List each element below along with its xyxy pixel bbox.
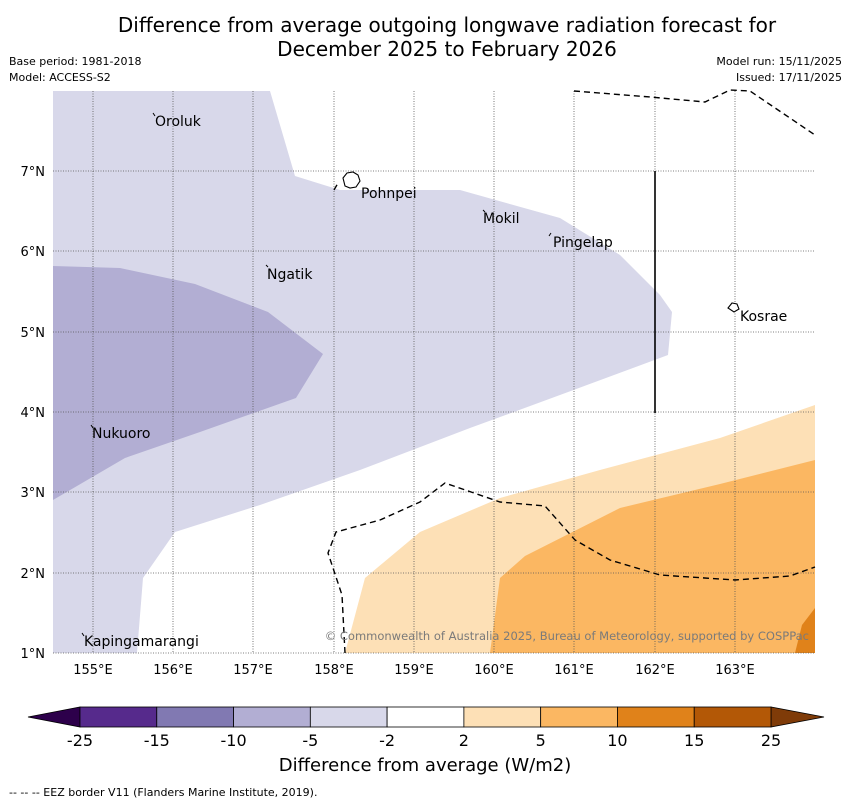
- anomaly-region-dark-orange: [795, 608, 815, 653]
- colorbar-segment: [386, 706, 465, 728]
- chart-title-line2: December 2025 to February 2026: [277, 37, 617, 61]
- base-period: Base period: 1981-2018: [9, 55, 142, 68]
- colorbar-tick-label: 10: [607, 731, 627, 750]
- x-tick-label: 160°E: [474, 663, 514, 678]
- colorbar-tick-label: -2: [379, 731, 395, 750]
- pohnpei-island-shape: [342, 171, 361, 189]
- y-tick-label: 1°N: [21, 647, 46, 662]
- colorbar-segment: [156, 706, 234, 728]
- colorbar: -25 -15 -10 -5 -2 2 5 10 15 25: [27, 706, 825, 750]
- colorbar-title: Difference from average (W/m2): [278, 755, 572, 776]
- x-tick-label: 159°E: [394, 663, 434, 678]
- model-run: Model run: 15/11/2025: [716, 55, 842, 68]
- eez-footnote: -- -- -- EEZ border V11 (Flanders Marine…: [9, 786, 318, 799]
- chart-title: Difference from average outgoing longwav…: [0, 13, 850, 61]
- eez-border-pohnpei: [333, 182, 339, 191]
- copyright-notice: © Commonwealth of Australia 2025, Bureau…: [325, 629, 809, 643]
- x-tick-label: 155°E: [73, 663, 113, 678]
- island-label-pohnpei: Pohnpei: [361, 186, 417, 202]
- y-tick-label: 5°N: [21, 326, 46, 341]
- colorbar-tick-label: 15: [684, 731, 704, 750]
- issued-date: Issued: 17/11/2025: [735, 71, 842, 84]
- island-label-mokil: Mokil: [483, 211, 520, 227]
- colorbar-segment: [79, 706, 158, 728]
- model-name: Model: ACCESS-S2: [9, 71, 111, 84]
- chart-title-line1: Difference from average outgoing longwav…: [117, 13, 777, 37]
- island-label-pingelap: Pingelap: [553, 235, 613, 251]
- eez-borders: [327, 89, 816, 654]
- eez-border-top: [573, 89, 816, 136]
- y-tick-label: 2°N: [21, 567, 46, 582]
- y-tick-label: 7°N: [21, 165, 46, 180]
- colorbar-segment: [617, 706, 695, 728]
- meta-left: Base period: 1981-2018 Model: ACCESS-S2: [9, 54, 141, 86]
- island-label-kosrae: Kosrae: [740, 309, 787, 325]
- x-tick-label: 162°E: [635, 663, 675, 678]
- x-tick-label: 161°E: [554, 663, 594, 678]
- x-tick-label: 158°E: [314, 663, 354, 678]
- colorbar-over-arrow: [770, 706, 825, 728]
- x-tick-label: 156°E: [153, 663, 193, 678]
- x-tick-label: 157°E: [233, 663, 273, 678]
- x-tick-label: 163°E: [715, 663, 755, 678]
- colorbar-segment: [463, 706, 542, 728]
- colorbar-under-arrow: [27, 706, 81, 728]
- kosrae-island-shape: [727, 302, 740, 313]
- gridlines: [53, 91, 815, 654]
- island-label-kapingamarangi: Kapingamarangi: [84, 634, 199, 650]
- colorbar-tick-label: -15: [144, 731, 170, 750]
- colorbar-tick-label: 5: [536, 731, 546, 750]
- colorbar-segment: [540, 706, 618, 728]
- colorbar-segment: [309, 706, 388, 728]
- y-axis-ticks: 7°N 6°N 5°N 4°N 3°N 2°N 1°N: [21, 165, 46, 662]
- y-tick-label: 4°N: [21, 406, 46, 421]
- eez-border-south: [327, 482, 816, 654]
- y-tick-label: 6°N: [21, 245, 46, 260]
- island-label-ngatik: Ngatik: [267, 267, 313, 283]
- colorbar-segment: [233, 706, 311, 728]
- colorbar-tick-label: -25: [67, 731, 93, 750]
- island-markers: [81, 112, 552, 637]
- colorbar-tick-label: -5: [302, 731, 318, 750]
- anomaly-region-mid-purple: [53, 266, 323, 500]
- colorbar-tick-label: -10: [220, 731, 246, 750]
- colorbar-tick-label: 2: [459, 731, 469, 750]
- meta-right: Model run: 15/11/2025 Issued: 17/11/2025: [716, 54, 842, 86]
- x-axis-ticks: 155°E 156°E 157°E 158°E 159°E 160°E 161°…: [73, 663, 755, 678]
- y-tick-label: 3°N: [21, 486, 46, 501]
- island-label-oroluk: Oroluk: [155, 114, 202, 130]
- anomaly-region-light-purple: [53, 91, 672, 653]
- map-plot-area: [53, 91, 815, 653]
- colorbar-segment: [693, 706, 772, 728]
- anomaly-region-mid-orange: [490, 460, 815, 653]
- island-label-nukuoro: Nukuoro: [92, 426, 150, 442]
- colorbar-tick-label: 25: [761, 731, 781, 750]
